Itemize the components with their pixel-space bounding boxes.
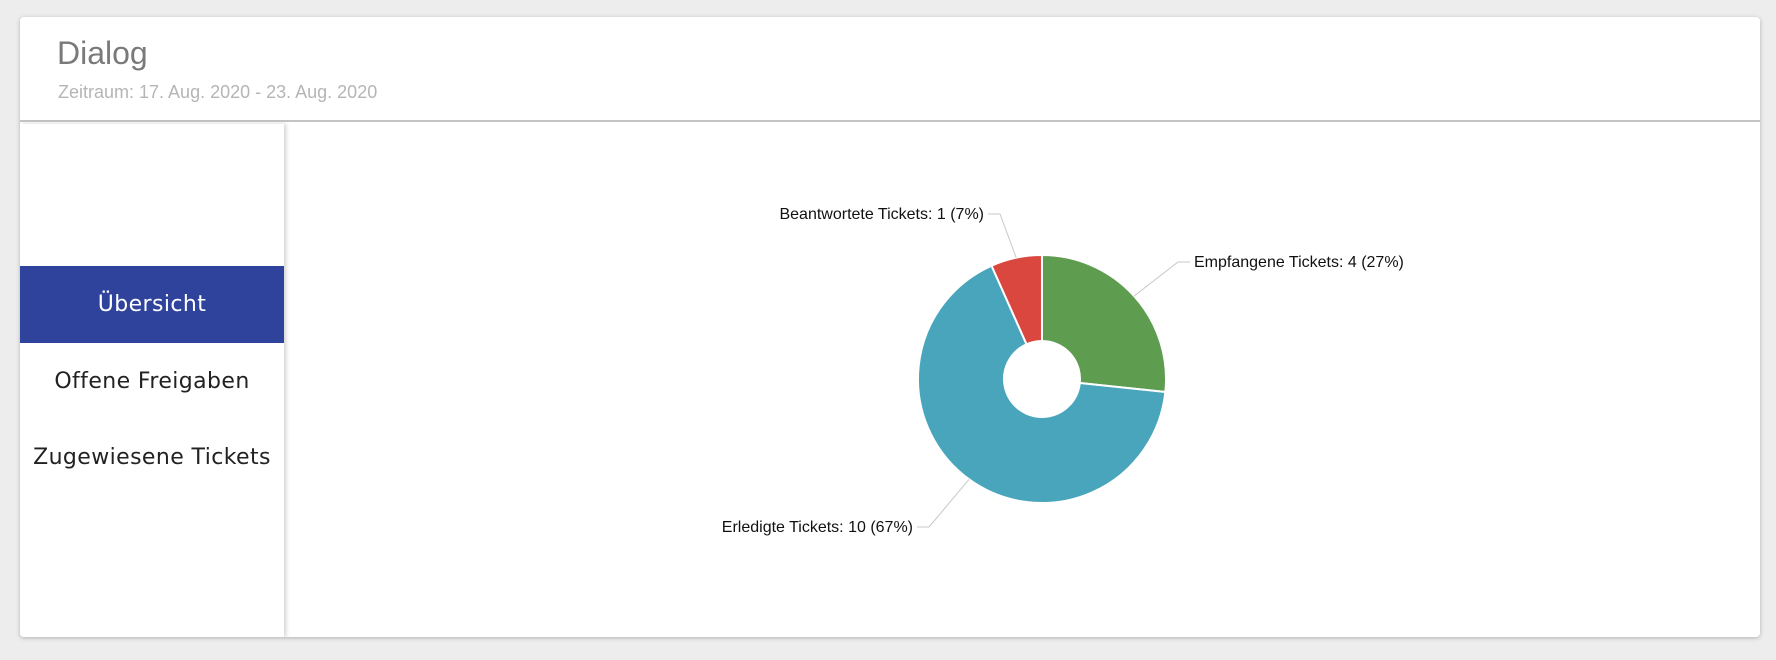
chart-area: Empfangene Tickets: 4 (27%) Erledigte Tic…	[286, 124, 1760, 637]
leader-line	[1133, 261, 1190, 297]
card-header: Dialog Zeitraum: 17. Aug. 2020 - 23. Aug…	[20, 17, 1760, 122]
pie-slice[interactable]	[917, 264, 1167, 504]
leader-line	[988, 213, 1017, 258]
sidebar-item-uebersicht[interactable]: Übersicht	[20, 266, 284, 343]
slice-label: Empfangene Tickets: 4 (27%)	[1194, 254, 1404, 271]
ticket-donut-chart: Empfangene Tickets: 4 (27%) Erledigte Tic…	[722, 206, 1404, 536]
pie-slice[interactable]	[1041, 253, 1167, 394]
sidebar-item-zugewiesene-tickets[interactable]: Zugewiesene Tickets	[33, 445, 271, 470]
slice-label: Erledigte Tickets: 10 (67%)	[722, 519, 913, 536]
date-range-subtitle: Zeitraum: 17. Aug. 2020 - 23. Aug. 2020	[58, 82, 378, 102]
pie-slice[interactable]	[990, 253, 1043, 346]
slice-label: Beantwortete Tickets: 1 (7%)	[779, 206, 984, 223]
sidebar-item-offene-freigaben[interactable]: Offene Freigaben	[54, 369, 250, 394]
page-title: Dialog	[57, 35, 148, 71]
sidebar: Übersicht Offene Freigaben Zugewiesene T…	[20, 124, 284, 637]
dashboard-card: Dialog Zeitraum: 17. Aug. 2020 - 23. Aug…	[20, 17, 1760, 637]
leader-line	[917, 478, 970, 528]
